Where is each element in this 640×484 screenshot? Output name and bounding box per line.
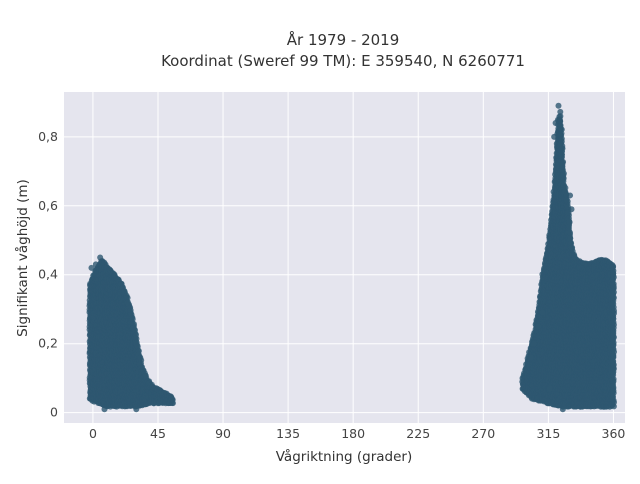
chart-title-line-2: Koordinat (Sweref 99 TM): E 359540, N 62… bbox=[161, 52, 525, 70]
data-point bbox=[169, 396, 175, 402]
chart-title-line-1: År 1979 - 2019 bbox=[287, 30, 400, 49]
